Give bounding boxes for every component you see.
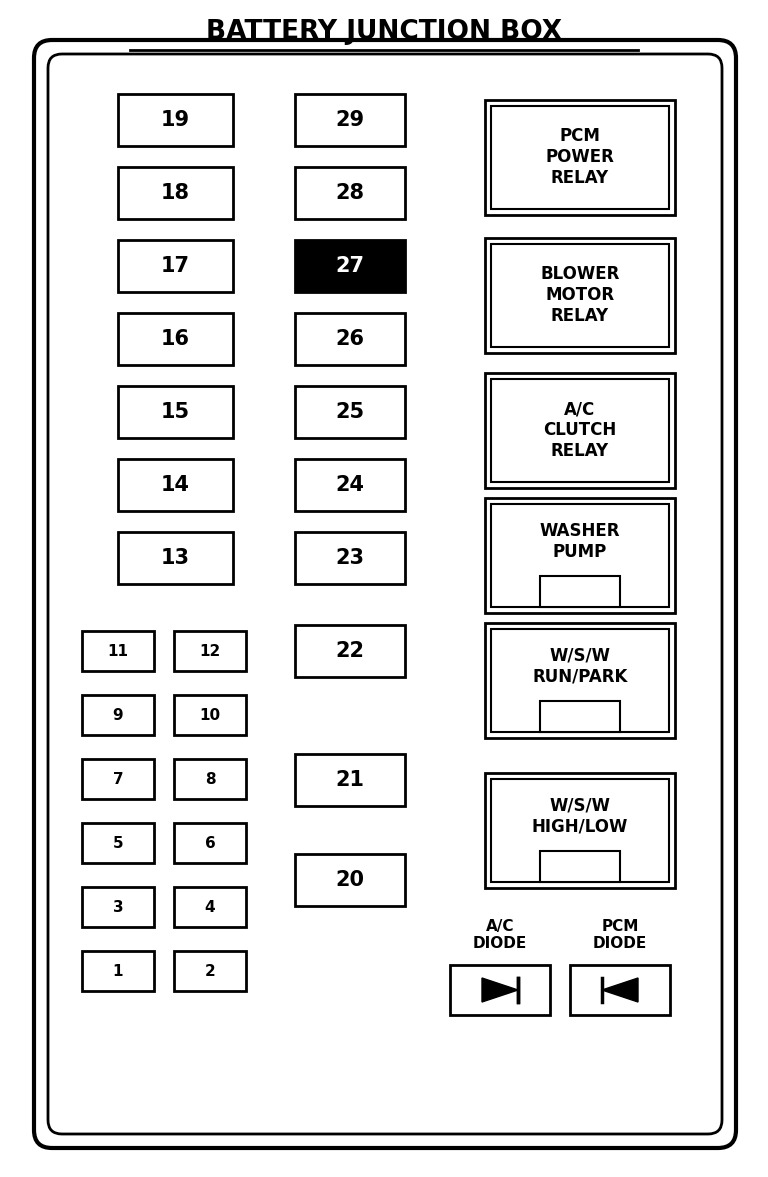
Text: W/S/W
RUN/PARK: W/S/W RUN/PARK <box>532 647 627 685</box>
Text: WASHER
PUMP: WASHER PUMP <box>540 521 621 560</box>
Bar <box>485 498 675 612</box>
Text: A/C
CLUTCH
RELAY: A/C CLUTCH RELAY <box>544 400 617 460</box>
Text: 9: 9 <box>113 707 124 723</box>
Bar <box>485 772 675 887</box>
Bar <box>118 94 233 146</box>
Text: 11: 11 <box>108 644 128 658</box>
Bar <box>295 532 405 584</box>
Bar <box>491 504 669 606</box>
Bar <box>118 532 233 584</box>
Text: 17: 17 <box>161 257 190 275</box>
Text: 3: 3 <box>113 899 124 915</box>
Bar <box>485 372 675 487</box>
Text: A/C
DIODE: A/C DIODE <box>473 919 527 951</box>
Text: 8: 8 <box>205 771 215 786</box>
Bar <box>295 94 405 146</box>
Bar <box>570 965 670 1015</box>
Text: 10: 10 <box>200 707 220 723</box>
Text: 19: 19 <box>161 109 190 129</box>
Text: 4: 4 <box>205 899 215 915</box>
Bar <box>82 631 154 671</box>
Text: 28: 28 <box>336 182 365 202</box>
Bar <box>491 778 669 882</box>
Bar <box>82 759 154 799</box>
Bar <box>295 240 405 292</box>
Bar <box>174 951 246 991</box>
Bar <box>174 631 246 671</box>
Bar <box>450 965 550 1015</box>
Bar <box>295 167 405 219</box>
Bar <box>82 887 154 927</box>
Bar <box>485 100 675 214</box>
Text: 22: 22 <box>336 641 365 661</box>
Text: 12: 12 <box>200 644 220 658</box>
Bar <box>295 313 405 365</box>
Bar <box>174 823 246 863</box>
Bar <box>295 625 405 677</box>
Bar <box>118 240 233 292</box>
Text: PCM
DIODE: PCM DIODE <box>593 919 647 951</box>
Text: BLOWER
MOTOR
RELAY: BLOWER MOTOR RELAY <box>541 265 620 325</box>
Bar <box>174 759 246 799</box>
Bar <box>295 386 405 438</box>
Text: BATTERY JUNCTION BOX: BATTERY JUNCTION BOX <box>206 19 562 45</box>
Text: 21: 21 <box>336 770 365 790</box>
Text: 25: 25 <box>336 403 365 423</box>
Text: 26: 26 <box>336 330 365 350</box>
Bar <box>295 855 405 906</box>
Text: 18: 18 <box>161 182 190 202</box>
Text: 20: 20 <box>336 870 365 890</box>
Bar <box>540 576 620 607</box>
Bar <box>485 238 675 352</box>
Bar <box>118 386 233 438</box>
Bar <box>491 106 669 208</box>
Bar <box>491 244 669 346</box>
Polygon shape <box>602 978 638 1002</box>
Bar <box>485 623 675 738</box>
Bar <box>82 694 154 734</box>
Text: 29: 29 <box>336 109 365 129</box>
Text: 16: 16 <box>161 330 190 350</box>
Text: 2: 2 <box>204 964 215 978</box>
Text: 14: 14 <box>161 476 190 496</box>
Polygon shape <box>482 978 518 1002</box>
Text: 5: 5 <box>113 836 124 851</box>
Text: W/S/W
HIGH/LOW: W/S/W HIGH/LOW <box>531 797 628 836</box>
Bar <box>491 629 669 731</box>
Text: 23: 23 <box>336 548 365 568</box>
Bar <box>295 754 405 806</box>
Bar <box>82 823 154 863</box>
Text: 13: 13 <box>161 548 190 568</box>
Bar <box>491 379 669 481</box>
Text: 1: 1 <box>113 964 123 978</box>
Bar <box>540 700 620 732</box>
Bar <box>118 167 233 219</box>
Bar <box>174 887 246 927</box>
Bar <box>82 951 154 991</box>
Bar <box>174 694 246 734</box>
Text: 7: 7 <box>113 771 124 786</box>
Bar <box>540 851 620 882</box>
Text: 6: 6 <box>204 836 215 851</box>
Text: 15: 15 <box>161 403 190 423</box>
Text: PCM
POWER
RELAY: PCM POWER RELAY <box>545 127 614 187</box>
Text: 27: 27 <box>336 257 365 275</box>
Bar <box>295 459 405 511</box>
Bar <box>118 313 233 365</box>
Bar <box>118 459 233 511</box>
FancyBboxPatch shape <box>34 40 736 1148</box>
Text: 24: 24 <box>336 476 365 496</box>
